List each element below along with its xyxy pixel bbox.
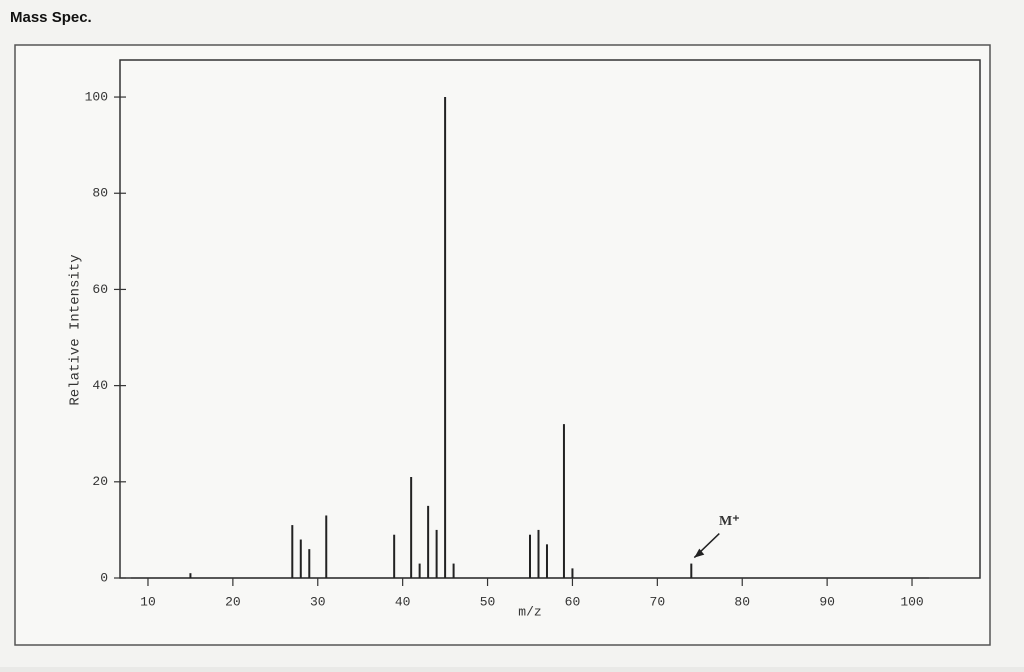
x-tick-label: 70 bbox=[650, 594, 666, 609]
y-tick-label: 0 bbox=[100, 570, 108, 585]
y-tick-label: 20 bbox=[92, 474, 108, 489]
outer-frame bbox=[14, 44, 991, 646]
y-tick-label: 80 bbox=[92, 186, 108, 201]
x-tick-label: 10 bbox=[140, 594, 156, 609]
x-tick-label: 50 bbox=[480, 594, 496, 609]
x-axis-label: m/z bbox=[518, 604, 541, 619]
annotation-arrowhead bbox=[694, 548, 705, 558]
annotation: M⁺ bbox=[719, 514, 740, 529]
x-tick-label: 90 bbox=[819, 594, 835, 609]
x-tick-label: 30 bbox=[310, 594, 326, 609]
x-tick-label: 80 bbox=[734, 594, 750, 609]
y-axis-label: Relative Intensity bbox=[68, 254, 84, 405]
y-tick-label: 40 bbox=[92, 378, 108, 393]
x-tick-label: 20 bbox=[225, 594, 241, 609]
y-tick-label: 60 bbox=[92, 282, 108, 297]
chart-title: Mass Spec. bbox=[10, 9, 92, 26]
x-tick-label: 60 bbox=[565, 594, 581, 609]
y-tick-label: 100 bbox=[85, 89, 108, 104]
x-tick-label: 40 bbox=[395, 594, 411, 609]
x-tick-label: 100 bbox=[900, 594, 923, 609]
